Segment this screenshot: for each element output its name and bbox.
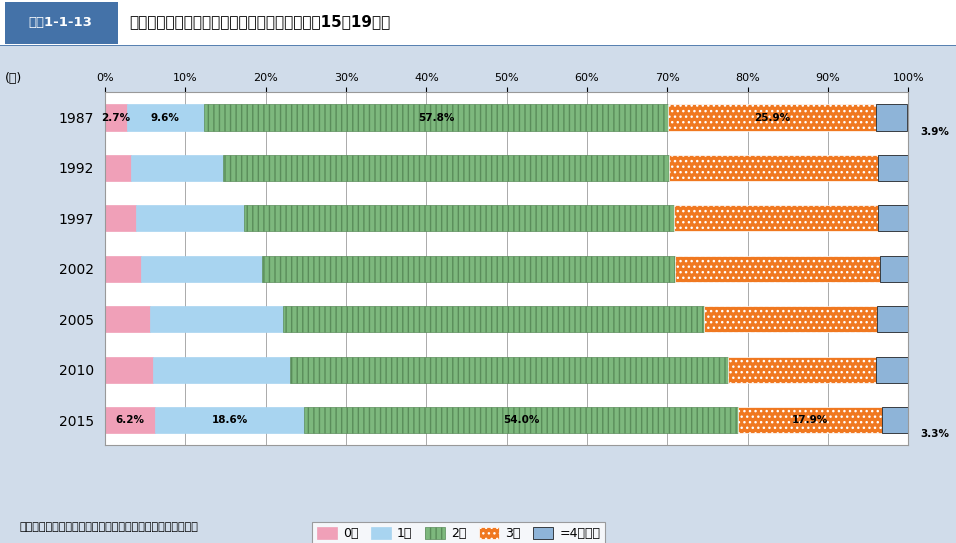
Bar [153,357,290,383]
Text: 資料：国立社会保障・人口問顕研究所「出生動向基本調査」: 資料：国立社会保障・人口問顕研究所「出生動向基本調査」 [19,522,198,532]
Bar [728,357,876,383]
Text: 54.0%: 54.0% [503,415,539,425]
Bar [669,155,878,181]
Bar [105,407,155,433]
Bar [150,306,283,332]
Text: 夢婦の出生子ども数分布の推移（結婚持続期閉15～19年）: 夢婦の出生子ども数分布の推移（結婚持続期閉15～19年） [129,15,390,30]
Bar [881,407,908,433]
Text: 57.8%: 57.8% [418,112,454,123]
Text: 6.2%: 6.2% [116,415,144,425]
Text: (年): (年) [5,72,22,85]
Bar [304,407,738,433]
Bar [136,205,244,231]
Bar [738,407,881,433]
Bar [879,205,908,231]
Bar [223,155,669,181]
Bar [105,205,136,231]
Text: 3.9%: 3.9% [921,127,949,137]
Bar [244,205,674,231]
Bar [105,104,127,131]
Bar [668,104,876,131]
Bar [204,104,668,131]
Text: 図表1-1-13: 図表1-1-13 [29,16,92,29]
Bar [880,256,908,282]
Bar [105,155,131,181]
Bar [105,256,141,282]
Bar [674,205,879,231]
Bar [876,357,908,383]
Bar [105,306,150,332]
Bar [878,155,908,181]
Bar [131,155,223,181]
Bar [141,256,262,282]
Text: 17.9%: 17.9% [792,415,828,425]
Bar [105,357,153,383]
Bar [290,357,728,383]
Legend: 0人, 1人, 2人, 3人, =4人以上: 0人, 1人, 2人, 3人, =4人以上 [312,522,605,543]
Text: 3.3%: 3.3% [921,429,949,439]
Bar [675,256,880,282]
Bar [5,2,118,44]
Bar [127,104,204,131]
Bar [877,306,908,332]
Bar [705,306,877,332]
Bar [155,407,304,433]
Text: 18.6%: 18.6% [211,415,248,425]
Bar [283,306,705,332]
Text: 25.9%: 25.9% [754,112,791,123]
Text: 9.6%: 9.6% [151,112,180,123]
Bar [262,256,675,282]
Bar [876,104,907,131]
Text: 2.7%: 2.7% [101,112,131,123]
